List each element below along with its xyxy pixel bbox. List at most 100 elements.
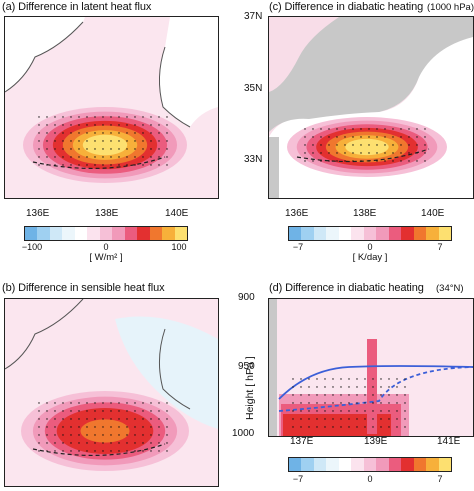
panel-d-significance-dot bbox=[340, 418, 342, 420]
panel-c-significance-dot bbox=[376, 136, 378, 138]
panel-d-significance-dot bbox=[348, 394, 350, 396]
panel-b-significance-dot bbox=[110, 426, 112, 428]
panel-b-significance-dot bbox=[102, 410, 104, 412]
panel-a-coastline-east bbox=[159, 46, 191, 128]
panel-d-significance-dot bbox=[380, 394, 382, 396]
panel-a-significance-dot bbox=[78, 124, 80, 126]
cbc-swatch-5 bbox=[351, 227, 364, 240]
panel-b-heat-flux-level-5 bbox=[80, 419, 130, 443]
panel-d-xtick-3: 141E bbox=[437, 436, 461, 447]
panel-b-significance-dot bbox=[54, 450, 56, 452]
panel-b-significance-dot bbox=[78, 450, 80, 452]
panel-c-title: (c) Difference in diabatic heating bbox=[269, 1, 424, 13]
panel-b-significance-dot bbox=[94, 402, 96, 404]
cba-swatch-2 bbox=[49, 227, 63, 240]
panel-b-significance-dot bbox=[78, 410, 80, 412]
panel-a-significance-dot bbox=[46, 140, 48, 142]
panel-a-significance-dot bbox=[118, 164, 120, 166]
panel-d-title: (d) Difference in diabatic heating bbox=[269, 282, 424, 294]
panel-c-significance-dot bbox=[304, 136, 306, 138]
cba-swatch-7 bbox=[112, 227, 125, 240]
panel-b-significance-dot bbox=[54, 418, 56, 420]
panel-a-significance-dot bbox=[166, 116, 168, 118]
panel-a-significance-dot bbox=[102, 164, 104, 166]
panel-d-significance-dot bbox=[292, 426, 294, 428]
panel-a-significance-dot bbox=[166, 132, 168, 134]
panel-b-significance-dot bbox=[134, 418, 136, 420]
panel-d-significance-dot bbox=[300, 426, 302, 428]
panel-b-significance-dot bbox=[46, 418, 48, 420]
panel-a-significance-dot bbox=[62, 124, 64, 126]
panel-d-significance-dot bbox=[324, 394, 326, 396]
panel-d-significance-dot bbox=[396, 386, 398, 388]
panel-d-significance-dot bbox=[300, 394, 302, 396]
panel-d-significance-dot bbox=[404, 410, 406, 412]
cbd-swatch-0 bbox=[289, 458, 302, 471]
panel-b-significance-dot bbox=[46, 402, 48, 404]
panel-c-significance-dot bbox=[376, 152, 378, 154]
panel-d-significance-dot bbox=[388, 418, 390, 420]
panel-b-significance-dot bbox=[142, 442, 144, 444]
panel-a-significance-dot bbox=[142, 124, 144, 126]
panel-b-significance-dot bbox=[118, 402, 120, 404]
panel-d-significance-dot bbox=[300, 378, 302, 380]
panel-d-significance-dot bbox=[364, 386, 366, 388]
panel-a-significance-dot bbox=[70, 164, 72, 166]
panel-d-significance-dot bbox=[364, 378, 366, 380]
panel-d-significance-dot bbox=[396, 394, 398, 396]
panel-b-significance-dot bbox=[150, 434, 152, 436]
panel-a-significance-dot bbox=[62, 116, 64, 118]
panel-a-significance-dot bbox=[70, 148, 72, 150]
panel-d-significance-dot bbox=[380, 426, 382, 428]
panel-b-significance-dot bbox=[70, 418, 72, 420]
panel-d-significance-dot bbox=[396, 402, 398, 404]
panel-a-significance-dot bbox=[54, 140, 56, 142]
panel-a-significance-dot bbox=[142, 116, 144, 118]
panel-d-boundary-layer-dashed bbox=[278, 366, 473, 412]
cbc-swatch-4 bbox=[338, 227, 352, 240]
panel-b-significance-dot bbox=[134, 402, 136, 404]
panel-a-significance-dot bbox=[94, 116, 96, 118]
panel-c-significance-dot bbox=[312, 152, 314, 154]
panel-c-significance-dot bbox=[320, 136, 322, 138]
panel-b-significance-dot bbox=[46, 410, 48, 412]
panel-a-significance-dot bbox=[70, 132, 72, 134]
panel-c-significance-dot bbox=[384, 128, 386, 130]
panel-b-significance-dot bbox=[134, 426, 136, 428]
panel-c-significance-dot bbox=[392, 152, 394, 154]
panel-c-colorbar bbox=[288, 226, 452, 241]
panel-b-significance-dot bbox=[86, 402, 88, 404]
panel-a-significance-dot bbox=[94, 124, 96, 126]
panel-c-significance-dot bbox=[416, 144, 418, 146]
panel-a-title: (a) Difference in latent heat flux bbox=[2, 1, 152, 13]
panel-a-colorbar bbox=[24, 226, 188, 241]
panel-b-significance-dot bbox=[166, 402, 168, 404]
panel-d-significance-dot bbox=[404, 426, 406, 428]
panel-c-current-line bbox=[296, 148, 430, 163]
panel-d-boundary-layer-line bbox=[278, 365, 473, 400]
panel-b-significance-dot bbox=[166, 418, 168, 420]
panel-a-significance-dot bbox=[126, 164, 128, 166]
panel-c-significance-dot bbox=[312, 144, 314, 146]
panel-a-significance-dot bbox=[62, 156, 64, 158]
panel-d-significance-dot bbox=[324, 418, 326, 420]
panel-c-significance-dot bbox=[328, 160, 330, 162]
panel-a-cbar-label-max: 100 bbox=[171, 242, 187, 252]
cba-swatch-11 bbox=[162, 227, 175, 240]
cbd-swatch-11 bbox=[426, 458, 439, 471]
panel-c-land-strip bbox=[269, 137, 279, 198]
panel-b-significance-dot bbox=[54, 410, 56, 412]
panel-b-significance-dot bbox=[134, 450, 136, 452]
panel-c-significance-dot bbox=[336, 160, 338, 162]
cbc-swatch-8 bbox=[388, 227, 402, 240]
panel-c-significance-dot bbox=[392, 160, 394, 162]
panel-d-significance-dot bbox=[348, 410, 350, 412]
panel-a-significance-dot bbox=[142, 132, 144, 134]
cbd-swatch-6 bbox=[363, 458, 377, 471]
panel-b-significance-dot bbox=[142, 410, 144, 412]
panel-b-significance-dot bbox=[62, 450, 64, 452]
panel-a-significance-dot bbox=[150, 132, 152, 134]
panel-c-significance-dot bbox=[408, 160, 410, 162]
panel-b-significance-dot bbox=[62, 418, 64, 420]
panel-b-significance-dot bbox=[142, 426, 144, 428]
